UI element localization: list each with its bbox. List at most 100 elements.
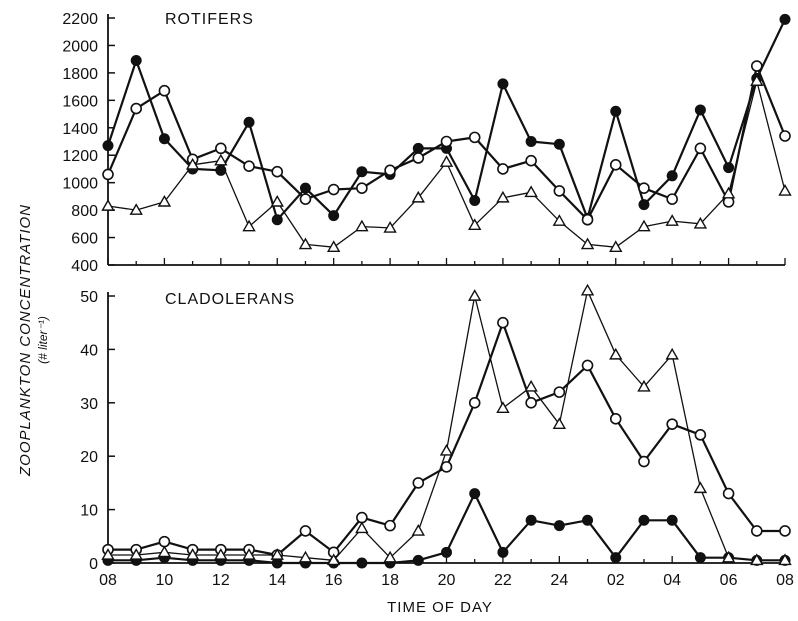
point-open-triangle xyxy=(356,523,367,533)
point-open-triangle xyxy=(610,349,621,359)
point-filled-circle xyxy=(272,215,282,225)
point-open-circle xyxy=(780,131,790,141)
point-open-circle xyxy=(442,462,452,472)
point-filled-circle xyxy=(611,106,621,116)
x-tick-label: 08 xyxy=(99,572,117,589)
point-filled-circle xyxy=(667,515,677,525)
x-tick-label: 16 xyxy=(325,572,343,589)
point-open-circle xyxy=(272,167,282,177)
point-open-circle xyxy=(554,186,564,196)
point-open-triangle xyxy=(469,291,480,301)
point-open-circle xyxy=(385,165,395,175)
point-open-circle xyxy=(329,185,339,195)
y-tick-label: 1600 xyxy=(62,93,98,110)
point-open-circle xyxy=(583,215,593,225)
x-tick-label: 04 xyxy=(663,572,681,589)
x-tick-label: 06 xyxy=(720,572,738,589)
point-open-triangle xyxy=(695,483,706,493)
x-tick-label: 08 xyxy=(776,572,794,589)
point-open-circle xyxy=(611,160,621,170)
point-open-circle xyxy=(385,521,395,531)
y-tick-label: 2200 xyxy=(62,11,98,28)
point-open-circle xyxy=(413,153,423,163)
point-filled-circle xyxy=(554,139,564,149)
point-open-circle xyxy=(159,537,169,547)
y-tick-label: 1200 xyxy=(62,148,98,165)
point-filled-circle xyxy=(498,547,508,557)
point-open-circle xyxy=(300,526,310,536)
y-axis-label: ZOOPLANKTON CONCENTRATION xyxy=(17,204,34,477)
y-tick-label: 2000 xyxy=(62,38,98,55)
point-open-circle xyxy=(752,61,762,71)
point-open-triangle xyxy=(413,525,424,535)
point-filled-circle xyxy=(442,547,452,557)
x-tick-label: 12 xyxy=(212,572,230,589)
x-tick-label: 18 xyxy=(381,572,399,589)
x-tick-label: 22 xyxy=(494,572,512,589)
y-tick-label: 600 xyxy=(71,231,98,248)
panel-title: CLADOLERANS xyxy=(165,291,295,308)
point-filled-circle xyxy=(526,137,536,147)
point-filled-circle xyxy=(470,489,480,499)
point-open-circle xyxy=(752,526,762,536)
point-open-triangle xyxy=(780,185,791,195)
point-open-triangle xyxy=(272,196,283,206)
point-open-circle xyxy=(639,457,649,467)
point-open-triangle xyxy=(215,155,226,165)
point-open-circle xyxy=(103,169,113,179)
point-filled-circle xyxy=(329,211,339,221)
point-open-triangle xyxy=(582,239,593,249)
point-filled-circle xyxy=(611,553,621,563)
point-open-circle xyxy=(357,513,367,523)
y-tick-label: 30 xyxy=(80,396,98,413)
rotifers-panel: 400 600 800 1000 1200 1400 1600 1800 2000 2200 ROT… xyxy=(62,11,790,275)
point-open-triangle xyxy=(667,216,678,226)
panel-title: ROTIFERS xyxy=(165,11,254,28)
point-open-circle xyxy=(667,419,677,429)
point-filled-circle xyxy=(639,515,649,525)
point-open-circle xyxy=(526,398,536,408)
y-tick-label: 1000 xyxy=(62,176,98,193)
point-open-triangle xyxy=(667,349,678,359)
point-open-triangle xyxy=(159,547,170,557)
point-filled-circle xyxy=(498,79,508,89)
point-open-triangle xyxy=(526,381,537,391)
x-axis-label: TIME OF DAY xyxy=(387,599,493,616)
x-tick-label: 14 xyxy=(268,572,286,589)
point-open-triangle xyxy=(526,187,537,197)
x-tick-label: 20 xyxy=(438,572,456,589)
point-open-circle xyxy=(470,132,480,142)
point-open-triangle xyxy=(497,403,508,413)
point-open-circle xyxy=(442,137,452,147)
point-open-triangle xyxy=(103,200,114,210)
point-filled-circle xyxy=(413,555,423,565)
point-open-circle xyxy=(695,143,705,153)
x-tick-label: 02 xyxy=(607,572,625,589)
point-open-circle xyxy=(357,183,367,193)
point-open-circle xyxy=(159,86,169,96)
point-open-circle xyxy=(300,194,310,204)
y-tick-label: 1400 xyxy=(62,121,98,138)
point-open-circle xyxy=(780,526,790,536)
point-open-circle xyxy=(667,194,677,204)
point-open-circle xyxy=(498,164,508,174)
point-open-circle xyxy=(639,183,649,193)
series-line-filled-circle xyxy=(108,19,785,219)
point-filled-circle xyxy=(131,56,141,66)
point-open-triangle xyxy=(356,221,367,231)
series-line-open-triangle xyxy=(108,291,785,561)
point-open-circle xyxy=(131,104,141,114)
point-filled-circle xyxy=(300,183,310,193)
point-filled-circle xyxy=(639,200,649,210)
point-open-triangle xyxy=(582,285,593,295)
point-open-circle xyxy=(695,430,705,440)
y-tick-label: 400 xyxy=(71,258,98,275)
point-open-circle xyxy=(526,156,536,166)
y-tick-label: 0 xyxy=(89,556,98,573)
point-open-circle xyxy=(216,143,226,153)
point-filled-circle xyxy=(244,117,254,127)
point-open-triangle xyxy=(441,445,452,455)
point-open-circle xyxy=(611,414,621,424)
point-filled-circle xyxy=(583,515,593,525)
